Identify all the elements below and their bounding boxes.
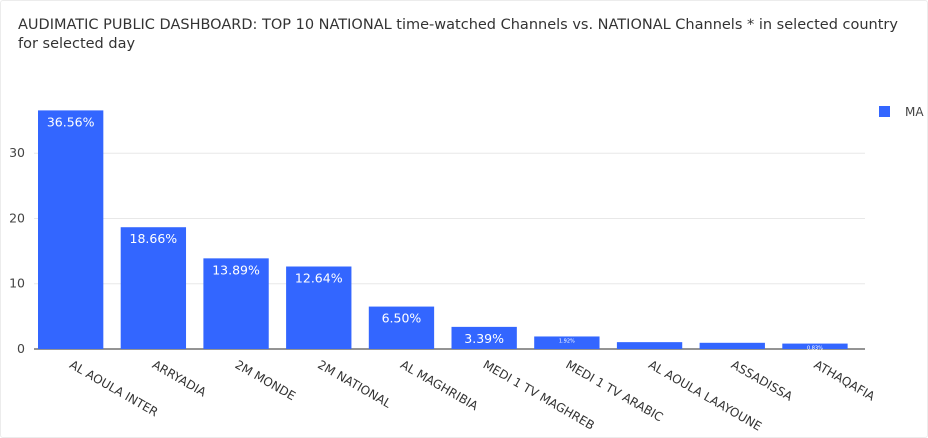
bar[interactable] bbox=[699, 342, 765, 349]
y-tick-label: 30 bbox=[9, 145, 25, 160]
x-tick-label: ATHAQAFIA bbox=[811, 357, 878, 403]
data-label: 0.83% bbox=[807, 346, 823, 352]
y-tick-label: 0 bbox=[17, 341, 25, 356]
bar[interactable] bbox=[368, 306, 435, 349]
data-label: 1.92% bbox=[559, 338, 575, 344]
x-tick-label: ASSADISSA bbox=[729, 357, 796, 404]
chart-title: AUDIMATIC PUBLIC DASHBOARD: TOP 10 NATIO… bbox=[18, 17, 898, 52]
x-tick-label: ARRYADIA bbox=[150, 357, 209, 399]
data-label: 6.50% bbox=[382, 311, 422, 326]
data-label: 3.39% bbox=[464, 331, 504, 346]
y-tick-label: 20 bbox=[9, 210, 25, 225]
x-tick-label: AL AOULA INTER bbox=[67, 357, 160, 419]
legend-swatch bbox=[879, 106, 890, 117]
bar[interactable] bbox=[451, 326, 517, 349]
legend-label[interactable]: MA bbox=[905, 105, 924, 119]
bar[interactable] bbox=[286, 266, 352, 349]
data-label: 13.89% bbox=[212, 262, 260, 277]
data-label: 36.56% bbox=[47, 114, 95, 129]
bar[interactable] bbox=[782, 343, 848, 349]
bar[interactable] bbox=[120, 227, 187, 349]
bar[interactable] bbox=[38, 110, 104, 350]
data-label: 12.64% bbox=[295, 271, 343, 286]
bar[interactable] bbox=[616, 342, 683, 349]
x-tick-label: AL MAGHRIBIA bbox=[398, 357, 481, 413]
y-tick-label: 10 bbox=[9, 276, 25, 291]
data-label: 18.66% bbox=[130, 231, 178, 246]
x-tick-label: 2M MONDE bbox=[233, 357, 298, 403]
bar[interactable] bbox=[534, 336, 600, 349]
x-tick-label: 2M NATIONAL bbox=[315, 357, 393, 410]
bar[interactable] bbox=[203, 258, 269, 349]
